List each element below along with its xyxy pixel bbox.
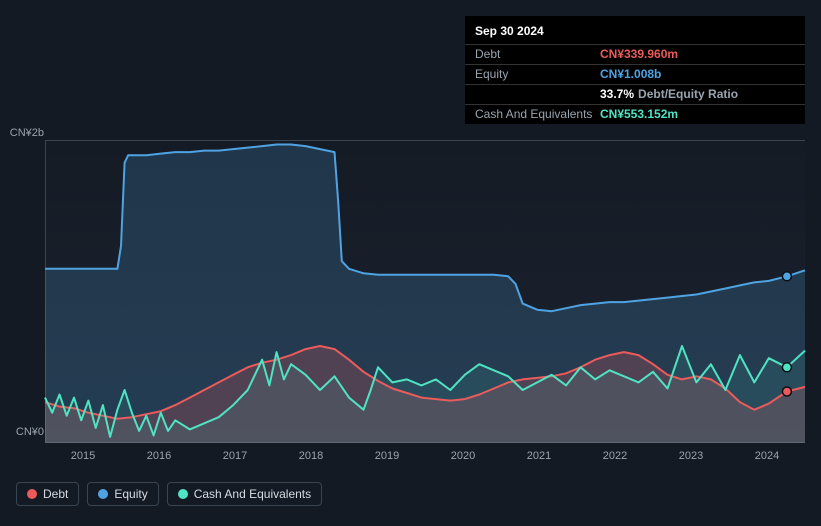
series-marker-equity [782, 272, 791, 281]
x-axis-tick: 2018 [273, 450, 349, 462]
chart-tooltip: Sep 30 2024 DebtCN¥339.960mEquityCN¥1.00… [465, 16, 805, 124]
legend-dot-icon [178, 489, 188, 499]
x-axis-tick: 2016 [121, 450, 197, 462]
legend-dot-icon [98, 489, 108, 499]
y-axis-label-min: CN¥0 [0, 426, 44, 438]
legend-label: Cash And Equivalents [194, 487, 311, 501]
series-marker-cash [782, 363, 791, 372]
x-axis-tick: 2015 [45, 450, 121, 462]
tooltip-row-value: CN¥339.960m [600, 47, 795, 62]
chart-svg [45, 140, 805, 443]
tooltip-row: EquityCN¥1.008b [465, 64, 805, 84]
tooltip-row-label: Cash And Equivalents [475, 107, 600, 122]
x-axis-tick: 2019 [349, 450, 425, 462]
tooltip-row-value: CN¥1.008b [600, 67, 795, 82]
x-axis-tick: 2023 [653, 450, 729, 462]
x-axis-tick: 2022 [577, 450, 653, 462]
tooltip-row: DebtCN¥339.960m [465, 44, 805, 64]
legend-item[interactable]: Cash And Equivalents [167, 482, 322, 506]
x-axis-tick: 2020 [425, 450, 501, 462]
tooltip-row: Cash And EquivalentsCN¥553.152m [465, 104, 805, 124]
tooltip-row: 33.7%Debt/Equity Ratio [465, 84, 805, 104]
x-axis-labels: 2015201620172018201920202021202220232024 [45, 450, 805, 462]
tooltip-row-label [475, 87, 600, 102]
tooltip-row-label: Equity [475, 67, 600, 82]
x-axis-tick: 2017 [197, 450, 273, 462]
legend-dot-icon [27, 489, 37, 499]
legend-item[interactable]: Equity [87, 482, 158, 506]
x-axis-tick: 2021 [501, 450, 577, 462]
chart-legend: Debt Equity Cash And Equivalents [16, 482, 322, 506]
tooltip-row-value: 33.7%Debt/Equity Ratio [600, 87, 795, 102]
legend-label: Debt [43, 487, 68, 501]
tooltip-row-value: CN¥553.152m [600, 107, 795, 122]
tooltip-row-label: Debt [475, 47, 600, 62]
series-marker-debt [782, 387, 791, 396]
legend-item[interactable]: Debt [16, 482, 79, 506]
y-axis-label-max: CN¥2b [0, 127, 44, 139]
legend-label: Equity [114, 487, 147, 501]
x-axis-tick: 2024 [729, 450, 805, 462]
tooltip-date: Sep 30 2024 [465, 22, 805, 44]
